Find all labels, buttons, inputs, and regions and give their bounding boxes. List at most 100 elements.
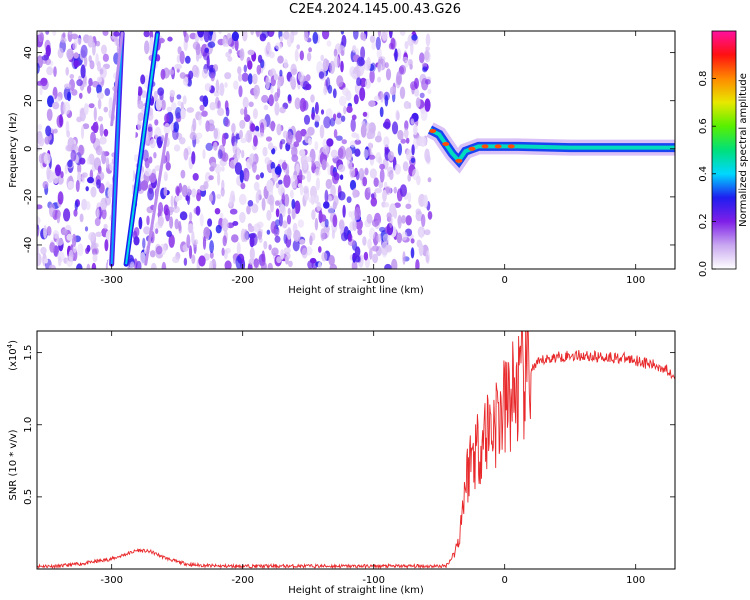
noise-speck xyxy=(104,88,111,96)
noise-speck xyxy=(343,105,347,115)
noise-speck xyxy=(377,31,381,38)
noise-speck xyxy=(286,227,292,240)
y-tick-label: 1.0 xyxy=(23,417,34,433)
noise-speck xyxy=(424,50,430,61)
noise-speck xyxy=(350,118,356,132)
noise-speck xyxy=(87,176,94,184)
noise-speck xyxy=(46,66,54,76)
noise-speck xyxy=(37,228,40,238)
noise-speck xyxy=(164,113,170,124)
noise-speck xyxy=(173,144,181,152)
noise-speck xyxy=(246,205,251,215)
noise-speck xyxy=(405,215,412,226)
noise-speck xyxy=(104,239,109,252)
noise-speck xyxy=(323,201,330,209)
colorbar-label: Normalized spectral amplitude xyxy=(738,73,749,227)
noise-speck xyxy=(140,180,149,191)
noise-speck xyxy=(414,88,420,97)
noise-speck xyxy=(371,42,376,50)
noise-speck xyxy=(94,217,101,227)
spectrogram-tracks xyxy=(109,31,169,267)
noise-speck xyxy=(419,92,425,99)
noise-speck xyxy=(384,263,392,269)
noise-speck xyxy=(291,198,296,210)
y-tick-label: 1.5 xyxy=(23,345,34,361)
noise-speck xyxy=(301,247,308,259)
noise-speck xyxy=(99,136,107,145)
noise-speck xyxy=(148,156,153,164)
noise-speck xyxy=(397,214,402,229)
noise-speck xyxy=(138,216,143,230)
noise-speck xyxy=(283,252,291,260)
noise-speck xyxy=(214,208,221,215)
noise-speck xyxy=(77,163,82,175)
noise-speck xyxy=(270,120,276,132)
noise-speck xyxy=(90,186,97,198)
noise-speck xyxy=(267,262,273,269)
noise-speck xyxy=(283,58,288,69)
noise-speck xyxy=(324,189,329,203)
noise-speck xyxy=(195,205,201,216)
noise-speck xyxy=(355,255,361,263)
noise-speck xyxy=(216,193,222,199)
noise-speck xyxy=(393,208,398,219)
noise-speck xyxy=(220,166,225,172)
noise-speck xyxy=(247,200,254,207)
noise-speck xyxy=(383,202,390,208)
noise-speck xyxy=(143,31,150,38)
x-tick-label: -200 xyxy=(231,575,254,586)
noise-speck xyxy=(223,249,228,260)
noise-speck xyxy=(314,101,319,115)
noise-speck xyxy=(163,123,171,135)
noise-speck xyxy=(274,101,280,116)
noise-speck xyxy=(306,170,312,183)
signal-peak xyxy=(507,144,515,149)
noise-speck xyxy=(314,114,321,122)
noise-speck xyxy=(252,108,258,120)
noise-speck xyxy=(161,261,167,269)
noise-speck xyxy=(425,253,430,263)
noise-speck xyxy=(248,225,255,233)
noise-speck xyxy=(351,132,358,138)
noise-speck xyxy=(369,69,375,84)
noise-speck xyxy=(154,119,159,126)
noise-speck xyxy=(234,38,239,52)
noise-speck xyxy=(307,126,315,136)
noise-speck xyxy=(352,188,358,199)
noise-speck xyxy=(195,132,203,139)
noise-speck xyxy=(384,62,389,69)
noise-speck xyxy=(199,213,204,227)
noise-speck xyxy=(290,63,297,76)
noise-speck xyxy=(139,252,146,265)
noise-speck xyxy=(37,62,40,74)
noise-speck xyxy=(357,56,365,67)
noise-speck xyxy=(362,33,367,42)
noise-speck xyxy=(217,172,221,186)
noise-speck xyxy=(279,69,283,77)
noise-speck xyxy=(306,52,312,62)
noise-speck xyxy=(203,31,210,43)
noise-speck xyxy=(174,218,179,230)
noise-speck xyxy=(204,171,211,183)
spectrogram-x-ticks: -300 -200 -100 0 100 xyxy=(100,31,645,286)
noise-speck xyxy=(303,31,309,42)
noise-speck xyxy=(247,60,253,70)
noise-speck xyxy=(87,35,94,48)
noise-speck xyxy=(40,77,48,87)
noise-speck xyxy=(346,105,353,113)
noise-speck xyxy=(75,180,80,192)
noise-speck xyxy=(133,154,140,162)
noise-speck xyxy=(255,125,260,132)
noise-speck xyxy=(362,111,368,117)
spectrogram-frame xyxy=(36,30,676,270)
x-tick-label: -200 xyxy=(231,275,254,286)
noise-speck xyxy=(176,94,182,100)
spectrogram-x-label: Height of straight line (km) xyxy=(288,285,424,296)
noise-speck xyxy=(299,239,306,245)
noise-speck xyxy=(338,164,346,173)
noise-speck xyxy=(278,213,283,227)
noise-speck xyxy=(239,119,246,129)
noise-speck xyxy=(366,131,373,140)
noise-speck xyxy=(231,31,239,42)
